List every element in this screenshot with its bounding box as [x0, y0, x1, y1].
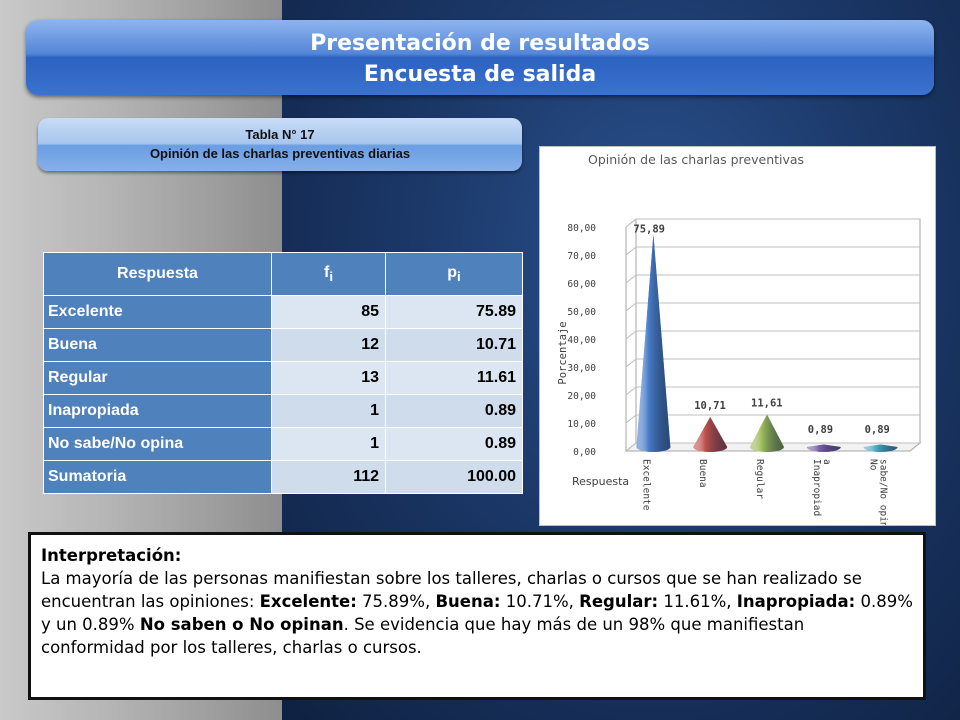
- table-total-row: Sumatoria 112 100.00: [43, 460, 523, 494]
- chart-data-label: 0,89: [808, 424, 833, 436]
- chart-container: Opinión de las charlas preventivas 0,00 10…: [539, 146, 936, 526]
- table-row: Regular 13 11.61: [43, 361, 523, 395]
- table-caption: Opinión de las charlas preventivas diari…: [149, 146, 411, 161]
- row-f: 112: [271, 460, 386, 494]
- slide-title-banner: Presentación de resultados Encuesta de s…: [26, 20, 934, 95]
- chart-category-label: No: [868, 459, 879, 471]
- row-p: 100.00: [385, 460, 523, 494]
- chart-data-label: 10,71: [694, 400, 726, 412]
- chart-gridline: [625, 358, 920, 368]
- chart-category-label: Regular: [754, 459, 765, 499]
- table-header-row: Respuesta fi pi: [43, 252, 523, 296]
- chart-data-label: 11,61: [751, 397, 783, 409]
- chart-y-tick-label: 80,00: [567, 223, 596, 234]
- row-f: 1: [271, 427, 386, 461]
- table-row: Buena 12 10.71: [43, 328, 523, 362]
- row-p: 0.89: [385, 394, 523, 428]
- slide-subtitle: Encuesta de salida: [363, 62, 597, 87]
- chart-gridline: [625, 302, 920, 312]
- chart-gridline: [625, 218, 920, 228]
- header-respuesta: Respuesta: [43, 252, 272, 296]
- cone-bar-chart: Opinión de las charlas preventivas 0,00 10…: [557, 152, 922, 525]
- row-label: Inapropiada: [43, 394, 272, 428]
- table-number: Tabla N° 17: [245, 127, 315, 142]
- row-label: Regular: [43, 361, 272, 395]
- row-f: 13: [271, 361, 386, 395]
- row-p: 75.89: [385, 295, 523, 329]
- chart-y-tick-label: 0,00: [573, 447, 596, 458]
- row-f: 1: [271, 394, 386, 428]
- chart-category-label: Inapropiad: [811, 459, 822, 516]
- chart-cone-shading: [693, 417, 728, 452]
- chart-gridline: [625, 414, 920, 424]
- row-label: Excelente: [43, 295, 272, 329]
- results-table: Respuesta fi pi Excelente 85 75.89 Buena…: [43, 252, 523, 494]
- header-fi: fi: [271, 252, 386, 296]
- chart-category-label: sabe/No opina: [878, 459, 889, 525]
- chart-x-axis-label: Respuesta: [572, 475, 629, 488]
- chart-y-axis-label: Porcentaje: [557, 321, 569, 384]
- row-p: 11.61: [385, 361, 523, 395]
- table-caption-banner: Tabla N° 17 Opinión de las charlas preve…: [38, 118, 522, 171]
- chart-data-label: 75,89: [633, 224, 665, 236]
- chart-y-tick-label: 30,00: [567, 363, 596, 374]
- chart-y-tick-label: 50,00: [567, 307, 596, 318]
- interpretation-box: Interpretación: La mayoría de las person…: [28, 532, 926, 700]
- chart-cone-shading: [863, 444, 898, 452]
- interpretation-heading: Interpretación:: [41, 546, 182, 565]
- chart-y-tick-label: 20,00: [567, 391, 596, 402]
- chart-category-label: Buena: [697, 459, 708, 488]
- chart-cone-shading: [750, 414, 784, 452]
- table-row: Excelente 85 75.89: [43, 295, 523, 329]
- chart-y-tick-label: 60,00: [567, 279, 596, 290]
- row-label: Sumatoria: [43, 460, 272, 494]
- chart-cone-shading: [806, 444, 841, 452]
- chart-category-label: Excelente: [640, 459, 651, 511]
- chart-gridline: [625, 442, 920, 452]
- interpretation-text: La mayoría de las personas manifiestan s…: [41, 569, 913, 657]
- chart-cone-shading: [636, 234, 671, 452]
- row-p: 0.89: [385, 427, 523, 461]
- row-label: Buena: [43, 328, 272, 362]
- chart-y-tick-label: 70,00: [567, 251, 596, 262]
- row-f: 85: [271, 295, 386, 329]
- header-pi: pi: [385, 252, 523, 296]
- chart-category-label: a: [821, 459, 832, 465]
- row-p: 10.71: [385, 328, 523, 362]
- chart-title: Opinión de las charlas preventivas: [588, 152, 804, 167]
- slide-title: Presentación de resultados: [310, 31, 650, 56]
- chart-gridline: [625, 274, 920, 284]
- table-row: No sabe/No opina 1 0.89: [43, 427, 523, 461]
- chart-y-tick-label: 10,00: [567, 419, 596, 430]
- chart-gridline: [625, 246, 920, 256]
- chart-data-label: 0,89: [865, 424, 890, 436]
- table-row: Inapropiada 1 0.89: [43, 394, 523, 428]
- chart-gridline: [625, 330, 920, 340]
- chart-y-tick-label: 40,00: [567, 335, 596, 346]
- row-label: No sabe/No opina: [43, 427, 272, 461]
- row-f: 12: [271, 328, 386, 362]
- chart-gridline: [625, 386, 920, 396]
